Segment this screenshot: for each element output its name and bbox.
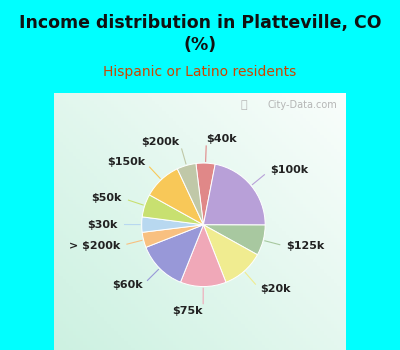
Text: $200k: $200k xyxy=(142,138,180,147)
Text: $125k: $125k xyxy=(286,241,325,251)
Wedge shape xyxy=(204,164,265,225)
Wedge shape xyxy=(204,225,265,255)
Text: Income distribution in Platteville, CO
(%): Income distribution in Platteville, CO (… xyxy=(19,14,381,54)
Text: $75k: $75k xyxy=(173,306,203,316)
Text: $40k: $40k xyxy=(206,134,237,144)
Wedge shape xyxy=(142,195,204,225)
Text: ⓘ: ⓘ xyxy=(240,100,247,111)
Wedge shape xyxy=(146,225,204,282)
Text: $100k: $100k xyxy=(270,166,308,175)
Text: $30k: $30k xyxy=(87,219,118,230)
Text: Hispanic or Latino residents: Hispanic or Latino residents xyxy=(103,65,297,79)
Wedge shape xyxy=(142,217,204,232)
Wedge shape xyxy=(196,163,215,225)
Text: $60k: $60k xyxy=(112,280,142,290)
Text: $50k: $50k xyxy=(92,193,122,203)
Text: $20k: $20k xyxy=(260,284,290,294)
Wedge shape xyxy=(180,225,226,287)
Text: $150k: $150k xyxy=(107,157,145,167)
Wedge shape xyxy=(150,169,204,225)
Text: > $200k: > $200k xyxy=(69,241,120,251)
Wedge shape xyxy=(142,225,204,247)
Text: City-Data.com: City-Data.com xyxy=(267,100,337,111)
Wedge shape xyxy=(204,225,258,282)
Wedge shape xyxy=(177,163,204,225)
